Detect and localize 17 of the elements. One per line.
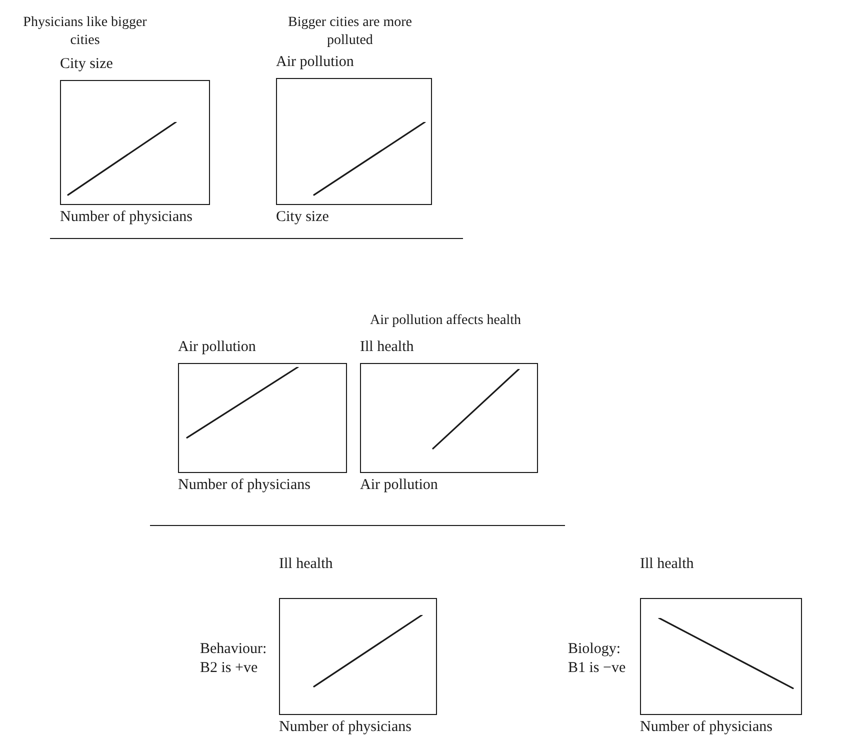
x-axis-title: Number of physicians	[640, 719, 772, 736]
chart-title: Air pollution affects health	[370, 312, 522, 330]
y-axis-title: Ill health	[279, 556, 333, 573]
x-axis-title: Number of physicians	[279, 719, 412, 736]
x-axis-title: Air pollution	[360, 477, 438, 494]
y-axis-title: Air pollution	[276, 54, 354, 71]
text: Behaviour: B2 is +ve	[200, 640, 268, 678]
chart-title: Physicians like bigger cities	[22, 14, 148, 50]
text: Biology: B1 is −ve	[568, 640, 627, 678]
x-axis-title: City size	[276, 209, 329, 226]
x-axis-title: Number of physicians	[178, 477, 310, 494]
y-axis-title: City size	[60, 56, 113, 73]
y-axis-title: Air pollution	[178, 339, 256, 356]
x-axis-title: Number of physicians	[60, 209, 192, 226]
chart-title: Bigger cities are more polluted	[286, 14, 413, 50]
y-axis-title: Ill health	[640, 556, 694, 573]
y-axis-title: Ill health	[360, 339, 414, 356]
